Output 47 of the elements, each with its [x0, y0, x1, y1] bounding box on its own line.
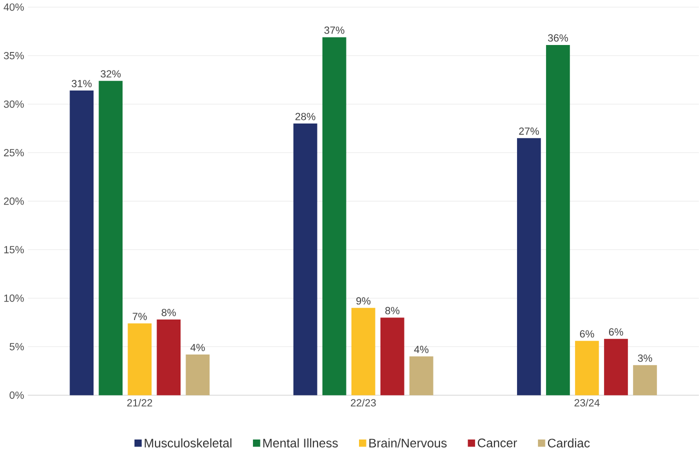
bar — [186, 354, 210, 396]
data-label: 36% — [548, 34, 568, 42]
bar — [409, 356, 434, 396]
legend-label: Musculoskeletal — [144, 438, 232, 448]
data-label: 27% — [519, 127, 539, 135]
y-tick-label: 5% — [10, 343, 24, 350]
data-label: 6% — [609, 328, 624, 336]
bar — [293, 124, 318, 396]
data-label: 9% — [356, 297, 370, 305]
legend-label: Brain/Nervous — [369, 438, 447, 448]
bar — [633, 365, 657, 396]
y-tick-label: 15% — [4, 246, 24, 254]
y-tick-label: 40% — [4, 3, 24, 11]
bar — [70, 90, 94, 396]
data-label: 28% — [295, 112, 316, 120]
bar — [128, 323, 152, 396]
bar — [575, 340, 599, 396]
bar — [546, 44, 570, 396]
bar — [98, 80, 123, 396]
data-label: 4% — [190, 344, 205, 352]
y-tick-label: 0% — [10, 392, 24, 399]
legend-label: Mental Illness — [263, 438, 338, 448]
data-label: 8% — [162, 308, 176, 316]
x-tick-label: 21/22 — [127, 398, 152, 406]
y-tick-label: 20% — [4, 197, 24, 205]
data-label: 37% — [324, 26, 344, 34]
bar — [604, 338, 628, 396]
x-tick-label: 22/23 — [350, 398, 376, 406]
y-tick-label: 25% — [4, 148, 24, 156]
y-tick-label: 35% — [4, 52, 24, 60]
data-label: 4% — [414, 346, 428, 354]
data-label: 31% — [72, 80, 92, 88]
data-label: 32% — [100, 70, 121, 78]
x-tick-label: 23/24 — [574, 398, 600, 406]
data-label: 8% — [385, 306, 400, 314]
legend-label: Cardiac — [548, 438, 590, 448]
data-label: 3% — [638, 354, 652, 362]
y-tick-label: 10% — [4, 294, 24, 302]
data-label: 7% — [132, 312, 147, 320]
bar — [380, 318, 404, 396]
y-tick-label: 30% — [4, 100, 24, 108]
bar — [351, 308, 376, 396]
bar — [322, 37, 346, 396]
legend-label: Cancer — [478, 438, 518, 448]
data-label: 6% — [580, 330, 594, 338]
bar — [156, 319, 181, 396]
bar — [517, 138, 541, 396]
